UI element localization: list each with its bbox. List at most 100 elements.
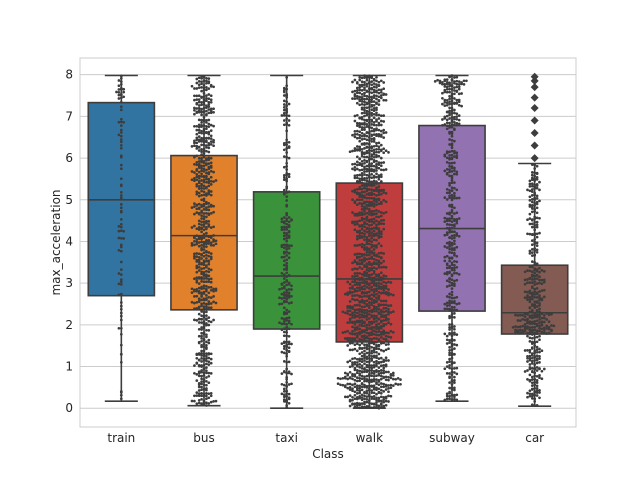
swarm-point [287,102,291,106]
swarm-point [530,251,534,254]
swarm-point [372,340,376,344]
swarm-point [205,257,208,260]
swarm-point [367,117,371,121]
swarm-point [197,385,201,389]
swarm-point [353,168,357,172]
swarm-point [367,74,371,78]
swarm-point [202,197,206,201]
swarm-point [523,296,527,300]
outlier-marker [530,72,539,81]
swarm-point [367,158,371,161]
swarm-point [119,120,123,124]
swarm-point [122,120,126,124]
swarm-point [367,87,371,90]
swarm-point [287,392,291,396]
swarm-point [372,281,376,285]
swarm-point [384,200,388,204]
swarm-point [453,117,456,121]
swarm-point [360,382,364,385]
swarm-point [377,113,381,117]
swarm-point [195,260,199,263]
swarm-point [448,138,451,141]
swarm-point [367,112,371,116]
swarm-point [197,123,201,127]
swarm-point [365,282,369,286]
swarm-point [375,319,378,323]
swarm-point [193,155,196,159]
swarm-point [351,377,354,381]
swarm-point [367,378,371,382]
y-tick-label: 3 [65,276,73,290]
swarm-point [538,310,541,314]
swarm-point [205,208,208,212]
swarm-point [384,359,388,362]
swarm-point [441,82,444,86]
swarm-point [535,391,539,394]
swarm-point [365,226,369,230]
swarm-point [358,231,362,235]
swarm-point [375,327,378,330]
swarm-point [200,326,203,329]
swarm-point [209,285,213,289]
swarm-point [287,340,291,344]
swarm-point [365,253,369,257]
swarm-point [363,320,366,324]
swarm-point [287,244,291,247]
swarm-point [365,240,369,244]
swarm-point [535,197,539,200]
swarm-point [285,232,289,235]
swarm-point [528,322,532,325]
swarm-point [346,395,350,399]
swarm-point [443,259,447,263]
swarm-point [457,217,461,220]
swarm-point [375,262,378,266]
swarm-point [209,400,213,404]
swarm-point [197,94,201,98]
swarm-point [122,87,126,91]
swarm-point [372,244,376,248]
swarm-point [202,88,206,92]
swarm-point [367,163,371,166]
swarm-point [365,89,369,93]
swarm-point [367,317,371,320]
swarm-point [365,219,369,222]
swarm-point [372,77,376,81]
swarm-point [387,340,390,344]
swarm-point [205,124,208,128]
swarm-point [197,237,201,241]
swarm-point [202,394,206,398]
swarm-point [287,360,291,364]
swarm-point [377,284,381,288]
swarm-point [367,239,371,243]
swarm-point [535,241,539,245]
swarm-point [353,326,357,330]
swarm-point [360,211,364,215]
swarm-point [363,301,366,305]
swarm-point [528,199,532,202]
y-tick-label: 1 [65,360,73,374]
swarm-point [282,347,286,350]
swarm-point [445,304,449,307]
swarm-point [365,230,369,234]
swarm-point [367,188,371,191]
swarm-point [202,387,206,391]
swarm-point [193,277,196,281]
swarm-point [365,196,369,200]
swarm-point [538,354,541,358]
swarm-point [360,231,364,235]
swarm-point [379,96,383,100]
swarm-point [530,260,534,263]
swarm-point [195,178,199,182]
swarm-point [365,315,369,318]
swarm-point [377,330,381,333]
swarm-point [205,362,208,366]
swarm-point [358,346,362,350]
swarm-point [355,388,359,392]
swarm-point [455,117,459,121]
swarm-point [200,369,203,372]
swarm-point [358,202,362,205]
swarm-point [533,263,537,266]
swarm-point [448,280,451,284]
swarm-point [455,172,459,176]
swarm-point [285,250,289,254]
